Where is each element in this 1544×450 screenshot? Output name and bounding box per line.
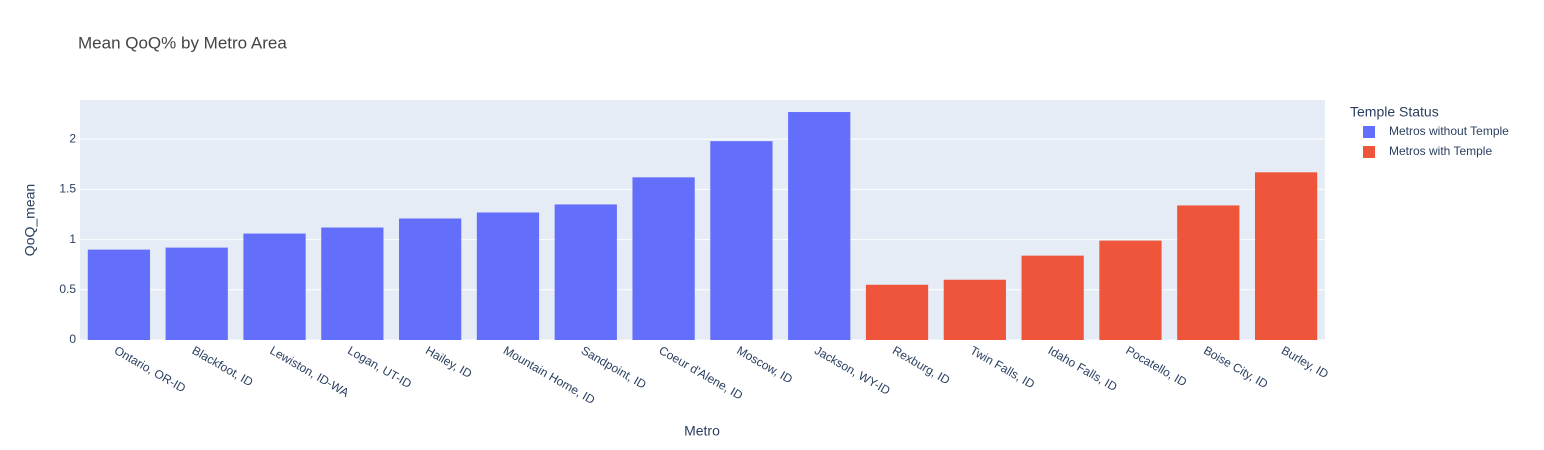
y-tick-label: 0.5: [59, 282, 76, 296]
bar: [710, 141, 773, 340]
bar: [943, 279, 1006, 340]
legend-label: Metros without Temple: [1389, 124, 1509, 138]
x-tick-label: Sandpoint, ID: [579, 343, 649, 392]
chart-title: Mean QoQ% by Metro Area: [78, 33, 287, 52]
legend-label: Metros with Temple: [1389, 144, 1492, 158]
bar: [165, 247, 228, 340]
x-tick-label: Boise City, ID: [1201, 343, 1270, 391]
bar: [1254, 172, 1318, 340]
bar: [399, 218, 462, 340]
x-tick-label: Logan, UT-ID: [345, 343, 414, 391]
y-tick-label: 1.5: [59, 182, 76, 196]
bar: [321, 227, 384, 340]
x-tick-label: Jackson, WY-ID: [812, 343, 893, 398]
bar: [1021, 255, 1084, 340]
bar: [632, 177, 695, 340]
bar: [87, 249, 151, 340]
legend-title: Temple Status: [1350, 104, 1439, 120]
x-tick-label: Moscow, ID: [734, 343, 795, 386]
x-axis-title: Metro: [684, 423, 720, 439]
x-tick-label: Blackfoot, ID: [190, 343, 256, 389]
x-tick-label: Pocatello, ID: [1123, 343, 1189, 389]
x-tick-label: Idaho Falls, ID: [1046, 343, 1120, 394]
bar: [554, 204, 617, 340]
x-tick-label: Coeur d'Alene, ID: [657, 343, 746, 402]
bar: [476, 212, 540, 340]
x-tick-label: Twin Falls, ID: [968, 343, 1038, 391]
x-tick-label: Lewiston, ID-WA: [267, 343, 351, 400]
bar: [1099, 240, 1162, 340]
x-tick-label: Burley, ID: [1279, 343, 1331, 381]
bar: [1177, 205, 1240, 340]
legend-swatch: [1363, 146, 1375, 158]
y-tick-label: 0: [69, 332, 76, 346]
x-tick-label: Rexburg, ID: [890, 343, 953, 387]
y-tick-label: 2: [69, 131, 76, 145]
x-tick-label: Hailey, ID: [423, 343, 475, 381]
legend-swatch: [1363, 126, 1375, 138]
bar: [788, 112, 851, 341]
bar: [865, 284, 929, 340]
y-axis-title: QoQ_mean: [22, 184, 38, 256]
bar: [243, 233, 306, 340]
x-tick-label: Ontario, OR-ID: [112, 343, 189, 395]
y-tick-label: 1: [69, 232, 76, 246]
